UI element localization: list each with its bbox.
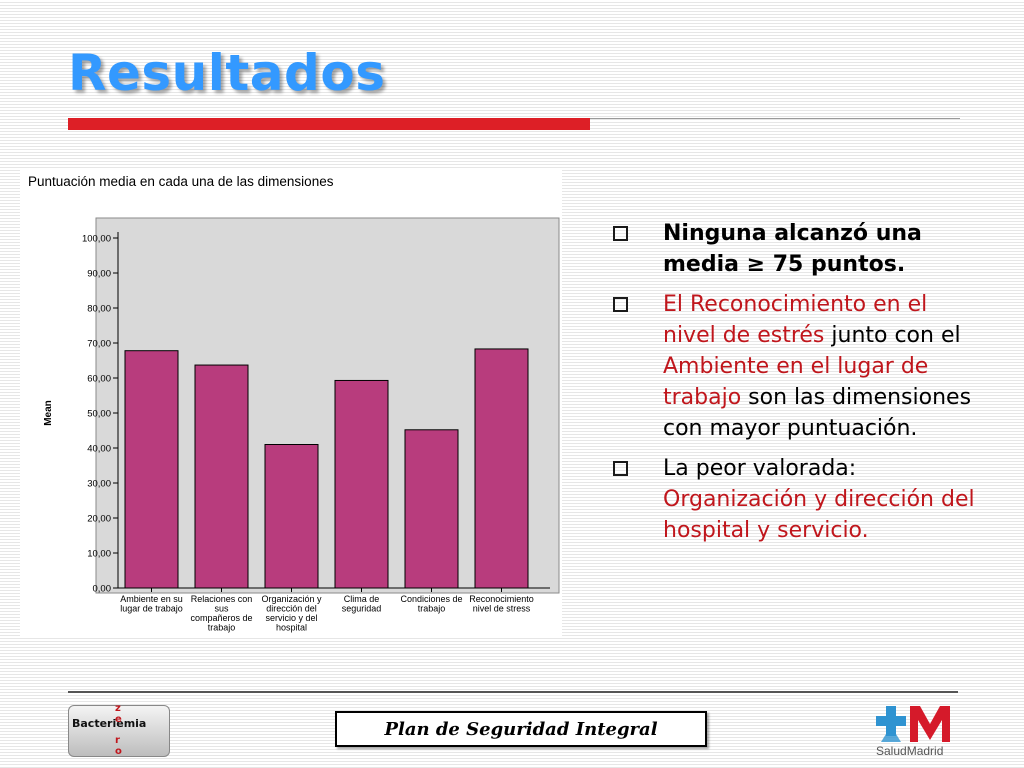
bullet-text: .: [896, 252, 906, 277]
x-tick-label: Condiciones de trabajo: [400, 594, 462, 614]
y-tick-label: 20,00: [87, 514, 111, 525]
x-tick-label-line: Condiciones de: [400, 594, 462, 604]
bullet-highlight-text: Organización y dirección del hospital y …: [663, 487, 975, 543]
chart-svg: 0,00 10,00 20,00 30,00 40,00 50,00 60,00 70,00 8…: [43, 217, 560, 633]
x-tick-label: Organización y dirección del servicio y de…: [261, 594, 322, 633]
saludmadrid-logo: SaludMadrid: [872, 702, 958, 762]
footer-label: Plan de Seguridad Integral: [384, 718, 658, 740]
y-tick-label: 10,00: [87, 549, 111, 560]
x-tick-label: Ambiente en su lugar de trabajo: [120, 594, 183, 614]
x-tick-label-line: hospital: [276, 623, 307, 633]
x-tick-label-line: servicio y del: [265, 613, 317, 623]
title-underline-red: [68, 118, 590, 130]
bullet-item: El Reconocimiento en el nivel de estrés …: [608, 289, 980, 444]
y-tick-label: 60,00: [87, 374, 111, 385]
bullet-highlight-text: El Reconocimiento en el nivel de estrés: [663, 292, 928, 348]
logo-zero-letter: o: [115, 746, 122, 757]
x-tick-label-line: seguridad: [342, 604, 382, 614]
x-tick-label-line: Organización y: [261, 594, 322, 604]
y-tick-label: 70,00: [87, 339, 111, 350]
footer-divider: [68, 691, 958, 693]
logo-text: Bacteriemia: [72, 717, 147, 730]
x-tick-label: Reconocimiento nivel de stress: [469, 594, 534, 614]
bullet-highlight-text: Ambiente en el lugar de trabajo: [663, 354, 929, 410]
y-tick-label: 50,00: [87, 409, 111, 420]
y-tick-label: 40,00: [87, 444, 111, 455]
logo-zero-letter: z: [115, 703, 121, 714]
bar: [264, 444, 319, 589]
chart-title: Puntuación media en cada una de las dime…: [28, 174, 334, 189]
x-tick-label-line: nivel de stress: [473, 604, 531, 614]
logo-badge: [68, 705, 170, 757]
footer-label-box: Plan de Seguridad Integral: [335, 711, 707, 747]
x-tick-label: Clima de seguridad: [342, 594, 382, 614]
bullet-item: La peor valorada: Organización y direcci…: [608, 453, 980, 546]
bar: [194, 364, 249, 589]
x-tick-label-line: trabajo: [208, 623, 236, 633]
x-tick-label-line: Clima de: [344, 594, 380, 604]
bullet-square-icon: [613, 297, 628, 312]
x-tick-label-line: Ambiente en su: [120, 594, 183, 604]
x-tick-label-line: compañeros de: [190, 613, 252, 623]
y-tick-label: 30,00: [87, 479, 111, 490]
title-underline-gray: [590, 118, 960, 119]
y-axis-label: Mean: [43, 400, 54, 426]
x-tick-label-line: Relaciones con: [191, 594, 253, 604]
x-tick-label-line: Reconocimiento: [469, 594, 534, 604]
bar: [474, 348, 529, 589]
saludmadrid-label: SaludMadrid: [876, 744, 944, 758]
x-tick-label: Relaciones con sus compañeros de trabajo: [190, 594, 252, 633]
saludmadrid-mark-icon: [876, 706, 950, 742]
bullet-square-icon: [613, 226, 628, 241]
bullet-text: son las dimensiones con mayor puntuación…: [663, 385, 972, 441]
y-tick-label: 80,00: [87, 304, 111, 315]
bullet-text: Ninguna alcanzó una media ≥ 75 puntos: [663, 221, 922, 277]
x-tick-label-line: lugar de trabajo: [120, 604, 183, 614]
x-tick-label-line: sus: [214, 604, 229, 614]
y-tick-label: 100,00: [82, 234, 111, 245]
logo-zero-letter: r: [115, 735, 120, 746]
bar: [404, 429, 459, 589]
y-tick-label: 90,00: [87, 269, 111, 280]
y-tick-label: 0,00: [93, 584, 112, 595]
bar: [334, 379, 389, 589]
bullet-text: La peor valorada:: [663, 456, 857, 481]
bullet-list: Ninguna alcanzó una media ≥ 75 puntos. El…: [608, 218, 980, 555]
slide-title: Resultados: [68, 44, 386, 102]
bar: [124, 350, 179, 589]
logo-zero-letter: e: [115, 714, 122, 725]
x-tick-label-line: dirección del: [266, 604, 317, 614]
bullet-text: junto con el: [824, 323, 961, 348]
bullet-item: Ninguna alcanzó una media ≥ 75 puntos.: [608, 218, 980, 280]
x-tick-label-line: trabajo: [418, 604, 446, 614]
bar-chart: Puntuación media en cada una de las dime…: [20, 168, 562, 636]
bullet-square-icon: [613, 461, 628, 476]
